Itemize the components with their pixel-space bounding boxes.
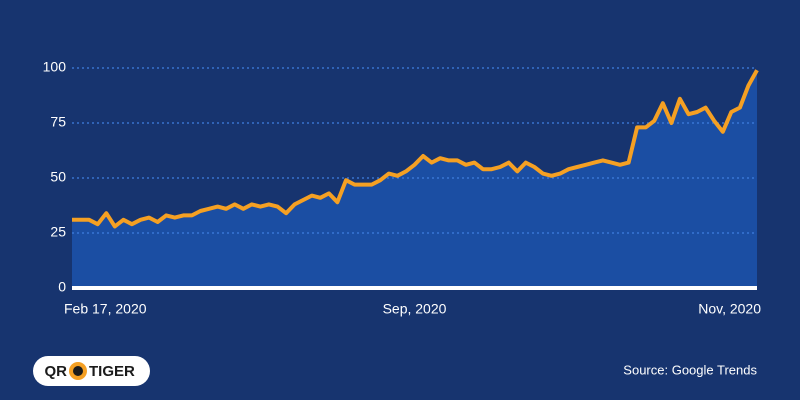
logo: QR TIGER: [33, 356, 150, 386]
x-tick-label: Feb 17, 2020: [64, 301, 147, 317]
logo-text: QR: [45, 363, 68, 380]
x-tick-label: Sep, 2020: [383, 301, 447, 317]
y-tick-label: 0: [58, 279, 66, 295]
y-tick-label: 25: [50, 224, 66, 240]
logo-icon: [73, 366, 83, 376]
y-tick-label: 75: [50, 114, 66, 130]
source-note: Source: Google Trends: [623, 362, 757, 377]
x-tick-label: Nov, 2020: [698, 301, 761, 317]
logo-text: TIGER: [89, 363, 135, 380]
y-tick-label: 100: [43, 59, 67, 75]
y-tick-label: 50: [50, 169, 66, 185]
plot-area: 0 25 50 75 100 Feb 17, 2020 Sep, 2020 Nov, 2020: [43, 59, 762, 317]
logo-pill: [33, 356, 150, 386]
line: [72, 69, 759, 229]
